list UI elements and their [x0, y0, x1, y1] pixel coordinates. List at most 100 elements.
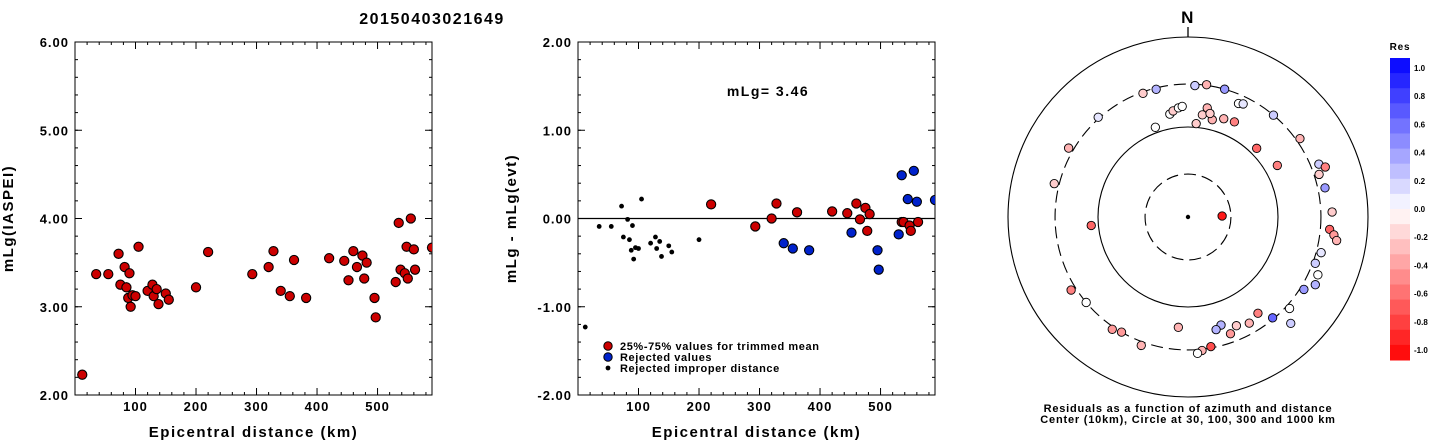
- colorbar-segment: [1390, 73, 1410, 89]
- colorbar-segment: [1390, 284, 1410, 301]
- magnitude-vs-distance-plot: 100 200 300 400 500 2.00 3.00 4.00 5.00 6.00 Epice…: [0, 35, 433, 441]
- station-residual-marker: [1219, 84, 1230, 94]
- rejected-point: [893, 229, 904, 240]
- station-magnitude-point: [369, 292, 380, 304]
- improper-distance-point: [619, 203, 624, 209]
- azimuth-residual-map: N Residuals as a function of azimuth and …: [1007, 8, 1428, 426]
- station-magnitude-point: [124, 268, 135, 279]
- station-residual-marker: [1151, 84, 1161, 94]
- map-caption-line-1: Residuals as a function of azimuth and d…: [1044, 403, 1333, 415]
- trimmed-mean-point: [842, 208, 853, 219]
- improper-distance-point: [659, 254, 664, 259]
- legend-marker-rejected: [603, 352, 613, 362]
- legend-marker-improper: [605, 365, 611, 371]
- colorbar-segment: [1390, 254, 1410, 270]
- station-residual-marker: [1286, 318, 1296, 329]
- station-residual-marker: [1177, 101, 1187, 112]
- station-magnitude-point: [351, 261, 363, 273]
- station-residual-marker: [1066, 285, 1076, 295]
- colorbar-segment: [1390, 209, 1410, 225]
- trimmed-mean-point: [854, 214, 866, 225]
- colorbar-tick-label: 0.2: [1414, 177, 1426, 186]
- colorbar-segment: [1390, 133, 1410, 150]
- colorbar-tick-label: 1.0: [1414, 64, 1426, 73]
- station-magnitude-point: [121, 282, 132, 293]
- station-magnitude-point: [402, 273, 413, 284]
- colorbar-segment: [1390, 344, 1410, 361]
- rejected-point: [803, 245, 815, 256]
- rejected-point: [872, 245, 883, 256]
- improper-distance-point: [666, 243, 672, 249]
- x-tick-label: 500: [868, 399, 893, 414]
- station-residual-marker: [1173, 322, 1183, 332]
- rejected-point: [787, 243, 798, 254]
- y-tick-label: 5.00: [40, 123, 69, 138]
- x-axis-title: Epicentral distance (km): [652, 424, 861, 441]
- station-residual-marker: [1310, 258, 1320, 268]
- x-tick-label: 500: [365, 399, 390, 414]
- station-magnitude-point: [113, 248, 124, 259]
- station-residual-marker: [1238, 99, 1248, 109]
- station-residual-marker: [1081, 297, 1091, 308]
- map-caption-line-2: Center (10km), Circle at 30, 100, 300 an…: [1040, 414, 1335, 426]
- trimmed-mean-point: [905, 225, 916, 237]
- trimmed-mean-point: [750, 221, 761, 232]
- station-residual-marker: [1295, 133, 1305, 144]
- station-magnitude-point: [284, 291, 295, 302]
- station-magnitude-point: [408, 244, 419, 255]
- legend-label: 25%-75% values for trimmed mean: [620, 341, 820, 353]
- station-residual-marker: [1314, 169, 1324, 180]
- station-residual-marker: [1191, 118, 1201, 129]
- colorbar-segment: [1390, 58, 1410, 74]
- colorbar-segment: [1390, 178, 1410, 195]
- station-residual-marker: [1225, 329, 1236, 339]
- station-magnitude-point: [409, 264, 421, 275]
- colorbar-segment: [1390, 329, 1410, 346]
- colorbar-segment: [1390, 299, 1410, 316]
- x-tick-label: 300: [747, 399, 772, 414]
- x-tick-label: 200: [687, 399, 712, 414]
- station-residual-marker: [1116, 327, 1127, 337]
- station-residual-marker: [1327, 207, 1337, 217]
- colorbar-title: Res: [1390, 42, 1411, 53]
- improper-distance-point: [696, 237, 702, 243]
- colorbar-segment: [1390, 193, 1410, 210]
- trimmed-mean-point: [826, 206, 838, 217]
- y-tick-label: 1.00: [543, 123, 572, 138]
- station-magnitude-point: [300, 292, 312, 304]
- station-magnitude-point: [91, 268, 102, 280]
- trimmed-mean-point: [862, 225, 873, 237]
- north-label: N: [1181, 8, 1195, 27]
- rejected-point: [929, 194, 935, 206]
- center-station-marker: [1217, 211, 1227, 221]
- colorbar-segment: [1390, 163, 1410, 180]
- colorbar-segment: [1390, 224, 1410, 240]
- data-points: [582, 165, 935, 330]
- x-axis-title: Epicentral distance (km): [149, 424, 358, 441]
- station-residual-marker: [1136, 340, 1146, 351]
- station-residual-marker: [1331, 235, 1342, 246]
- station-magnitude-point: [348, 246, 359, 257]
- mean-magnitude-annotation: mLg= 3.46: [727, 83, 809, 99]
- distance-ring-30km: [1144, 173, 1232, 261]
- trimmed-mean-point: [912, 216, 924, 228]
- trimmed-mean-point: [851, 198, 862, 209]
- station-magnitude-point: [130, 291, 141, 302]
- improper-distance-point: [628, 247, 634, 253]
- colorbar-tick-label: -0.4: [1414, 261, 1428, 270]
- station-magnitude-point: [263, 261, 274, 273]
- y-tick-label: 3.00: [40, 300, 69, 315]
- station-residual-marker: [1201, 80, 1212, 90]
- station-magnitude-point: [202, 246, 214, 258]
- station-residual-marker: [1206, 341, 1216, 352]
- y-axis-title: mLg - mLg(evt): [503, 154, 520, 283]
- station-magnitude-point: [268, 246, 279, 257]
- station-residual-marker: [1197, 110, 1208, 120]
- station-magnitude-point: [247, 268, 258, 280]
- station-residual-marker: [1229, 117, 1240, 127]
- legend-marker-trimmed: [603, 341, 613, 351]
- station-magnitude-point: [125, 301, 136, 312]
- station-magnitude-point: [77, 369, 88, 380]
- colorbar-segment: [1390, 88, 1410, 104]
